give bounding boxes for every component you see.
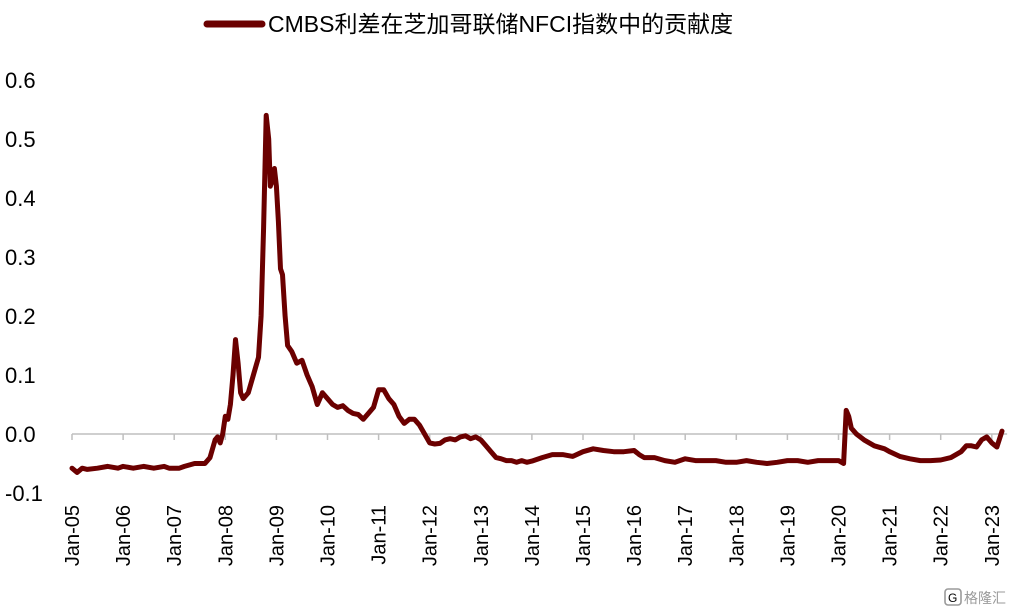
x-tick-label: Jan-17 [675,505,697,566]
y-tick-label: 0.4 [5,186,36,211]
x-tick-label: Jan-16 [624,505,646,566]
x-tick-label: Jan-10 [318,505,340,566]
y-tick-label: 0.0 [5,422,36,447]
x-tick-label: Jan-06 [113,505,135,566]
y-tick-label: 0.6 [5,68,36,93]
x-tick-label: Jan-11 [369,505,391,565]
x-tick-label: Jan-09 [266,505,288,566]
series-line [69,112,1005,475]
x-tick-label: Jan-12 [420,505,442,566]
x-tick-label: Jan-23 [982,505,1004,566]
x-tick-label: Jan-18 [726,505,748,566]
x-axis: Jan-05 Jan-06 Jan-07 Jan-08 Jan-09 Jan-10 Jan-… [62,433,1008,566]
legend-label: CMBS利差在芝加哥联储NFCI指数中的贡献度 [268,11,733,37]
y-tick-label: 0.1 [5,363,36,388]
watermark: G 格隆汇 [944,588,1006,606]
x-tick-label: Jan-21 [880,505,902,566]
watermark-text: 格隆汇 [964,590,1006,606]
x-tick-label: Jan-15 [573,505,595,566]
y-tick-label: -0.1 [5,481,43,506]
legend: CMBS利差在芝加哥联储NFCI指数中的贡献度 [203,11,733,37]
y-tick-label: 0.2 [5,304,36,329]
x-tick-label: Jan-13 [471,505,493,566]
series-group [69,112,1005,475]
x-tick-label: Jan-22 [931,505,953,566]
y-tick-label: 0.5 [5,127,36,152]
x-tick-label: Jan-07 [164,505,186,566]
g-logo-icon [944,588,962,606]
g-logo-glyph: G [948,591,957,605]
x-tick-label: Jan-19 [777,505,799,566]
x-tick-label: Jan-08 [215,505,237,566]
y-tick-label: 0.3 [5,245,36,270]
x-tick-label: Jan-05 [62,505,84,566]
y-axis-ticks: 0.6 0.5 0.4 0.3 0.2 0.1 0.0 -0.1 [5,68,43,506]
x-tick-label: Jan-20 [829,505,851,566]
x-tick-label: Jan-14 [522,505,544,566]
